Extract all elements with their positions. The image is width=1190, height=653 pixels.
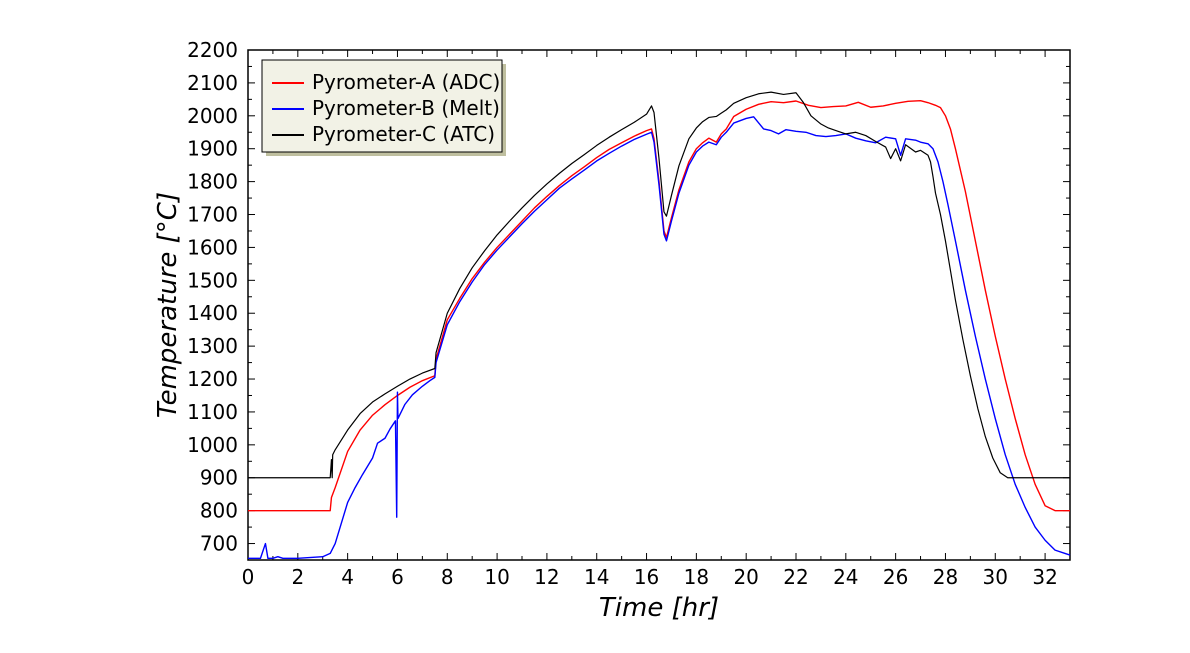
y-tick-label: 1100 (187, 400, 238, 424)
chart-container: 0246810121416182022242628303270080090010… (0, 0, 1190, 653)
y-tick-label: 1700 (187, 203, 238, 227)
y-tick-label: 2000 (187, 104, 238, 128)
y-tick-label: 2200 (187, 38, 238, 62)
temperature-vs-time-chart: 0246810121416182022242628303270080090010… (0, 0, 1190, 653)
x-tick-label: 8 (441, 565, 454, 589)
x-tick-label: 14 (584, 565, 609, 589)
legend-label: Pyrometer-B (Melt) (312, 96, 500, 120)
x-tick-label: 22 (783, 565, 808, 589)
x-tick-label: 26 (883, 565, 908, 589)
y-tick-label: 1000 (187, 433, 238, 457)
x-tick-label: 12 (534, 565, 559, 589)
y-tick-label: 900 (200, 466, 238, 490)
x-tick-label: 6 (391, 565, 404, 589)
y-tick-label: 1800 (187, 170, 238, 194)
y-tick-label: 1400 (187, 301, 238, 325)
x-tick-label: 2 (291, 565, 304, 589)
x-axis-title: Time [hr] (599, 593, 719, 623)
x-tick-label: 4 (341, 565, 354, 589)
x-tick-label: 18 (684, 565, 709, 589)
y-tick-label: 2100 (187, 71, 238, 95)
legend-label: Pyrometer-A (ADC) (312, 70, 500, 94)
x-tick-label: 24 (833, 565, 858, 589)
y-tick-label: 1500 (187, 268, 238, 292)
y-tick-label: 1300 (187, 334, 238, 358)
y-tick-label: 1200 (187, 367, 238, 391)
x-tick-label: 32 (1032, 565, 1057, 589)
x-tick-label: 16 (634, 565, 659, 589)
x-tick-label: 20 (733, 565, 758, 589)
y-tick-label: 700 (200, 532, 238, 556)
y-tick-label: 1900 (187, 137, 238, 161)
y-tick-label: 1600 (187, 235, 238, 259)
x-tick-label: 30 (983, 565, 1008, 589)
y-axis-title: Temperature [°C] (153, 192, 183, 418)
x-tick-label: 10 (484, 565, 509, 589)
x-tick-label: 28 (933, 565, 958, 589)
y-tick-label: 800 (200, 499, 238, 523)
x-tick-label: 0 (242, 565, 255, 589)
legend-label: Pyrometer-C (ATC) (312, 122, 495, 146)
